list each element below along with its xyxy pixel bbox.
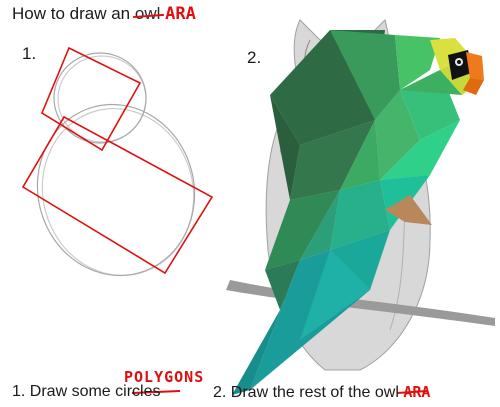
caption-step-1: 1. Draw some circles <box>12 383 161 401</box>
red-head-polygon <box>40 46 142 152</box>
sketch-body-circle-stroke2 <box>41 107 195 277</box>
caption1-strike-line <box>131 390 181 394</box>
title-prefix: How to draw an <box>12 4 131 23</box>
sketch-head-circle-stroke2 <box>57 55 147 143</box>
caption2-prefix: 2. Draw the rest of the <box>213 384 371 401</box>
caption1-prefix: 1. Draw some <box>12 383 111 400</box>
caption-step-2: 2. Draw the rest of the owl ARA <box>213 383 430 402</box>
page-title: How to draw an owl ARA <box>12 4 196 24</box>
step-2-label: 2. <box>247 48 262 67</box>
sketch-circles <box>36 52 196 277</box>
caption1-replacement-word: POLYGONS <box>124 368 205 386</box>
title-replacement-word: ARA <box>165 4 196 24</box>
sketch-body-circle <box>36 103 196 277</box>
caption2-replacement-word: ARA <box>403 383 431 401</box>
low-poly-parrot <box>232 30 484 395</box>
title-struck-word: owl <box>134 4 161 23</box>
step-1-label: 1. <box>22 44 37 63</box>
red-polygons <box>21 46 214 275</box>
red-body-polygon <box>21 115 214 275</box>
caption2-struck-word: owl <box>374 384 399 401</box>
caption2-strike-line <box>396 390 428 394</box>
caption1-struck-word: circles <box>115 383 161 400</box>
